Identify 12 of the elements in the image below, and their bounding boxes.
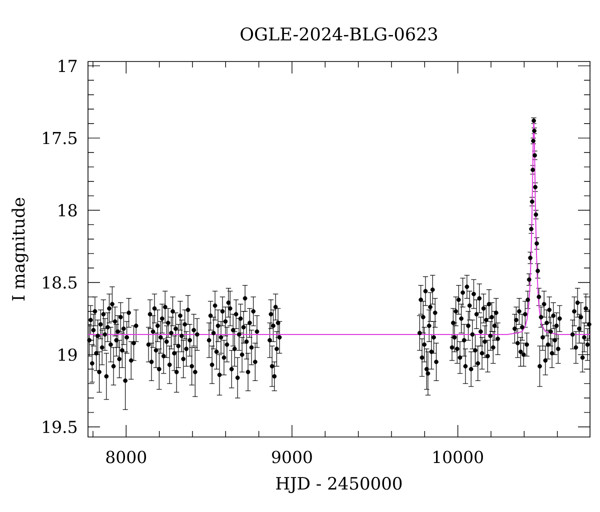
- y-tick-label: 18: [58, 204, 77, 216]
- x-axis-title: HJD - 2450000: [276, 476, 402, 494]
- y-tick-label: 19: [58, 348, 77, 361]
- y-tick-label: 17: [58, 60, 77, 72]
- y-tick-label: 18.5: [43, 276, 77, 289]
- x-tick-label: 8000: [106, 450, 146, 464]
- x-tick-label: 9000: [272, 450, 312, 464]
- chart-title: OGLE-2024-BLG-0623: [240, 27, 438, 41]
- y-tick-label: 19.5: [43, 420, 77, 434]
- y-axis-title: I magnitude: [12, 198, 28, 300]
- y-tick-label: 17.5: [43, 132, 77, 144]
- x-tick-label: 10000: [434, 450, 483, 464]
